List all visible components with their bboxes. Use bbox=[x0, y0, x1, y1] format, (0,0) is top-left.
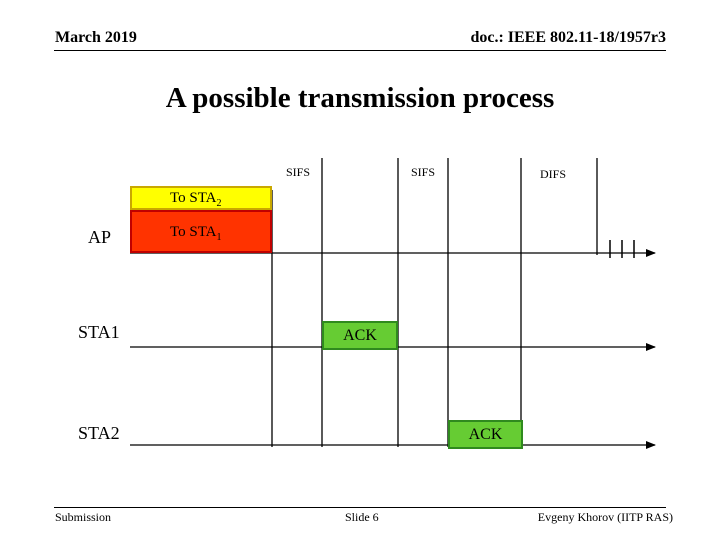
frame-ack-sta1-label: ACK bbox=[343, 327, 377, 344]
footer-slide-number: Slide 6 bbox=[345, 510, 379, 524]
footer-submission: Submission bbox=[55, 510, 112, 524]
sifs-label-1: SIFS bbox=[286, 165, 311, 179]
footer-author: Evgeny Khorov (IITP RAS) bbox=[537, 510, 673, 524]
frame-ack-sta2: ACK bbox=[448, 420, 523, 449]
frame-to-sta1-sub: 1 bbox=[216, 232, 222, 243]
frame-to-sta1-label: To STA bbox=[170, 224, 217, 240]
header-doc-id: doc.: IEEE 802.11-18/1957r3 bbox=[470, 29, 666, 46]
station-label-ap: AP bbox=[88, 227, 112, 247]
station-label-sta1: STA1 bbox=[78, 322, 120, 342]
frame-to-sta2: To STA2 bbox=[130, 186, 272, 210]
frame-to-sta2-label: To STA bbox=[170, 190, 217, 206]
frame-ack-sta2-label: ACK bbox=[468, 426, 503, 443]
header-date: March 2019 bbox=[55, 29, 137, 46]
station-label-sta2: STA2 bbox=[78, 423, 120, 443]
sifs-label-2: SIFS bbox=[411, 165, 436, 179]
difs-label: DIFS bbox=[540, 167, 567, 181]
frame-to-sta2-sub: 2 bbox=[216, 198, 222, 209]
slide-title: A possible transmission process bbox=[165, 82, 555, 114]
frame-to-sta1: To STA1 bbox=[130, 210, 272, 253]
footer-rule bbox=[54, 507, 666, 508]
header-rule bbox=[54, 50, 666, 51]
frame-ack-sta1: ACK bbox=[322, 321, 398, 350]
